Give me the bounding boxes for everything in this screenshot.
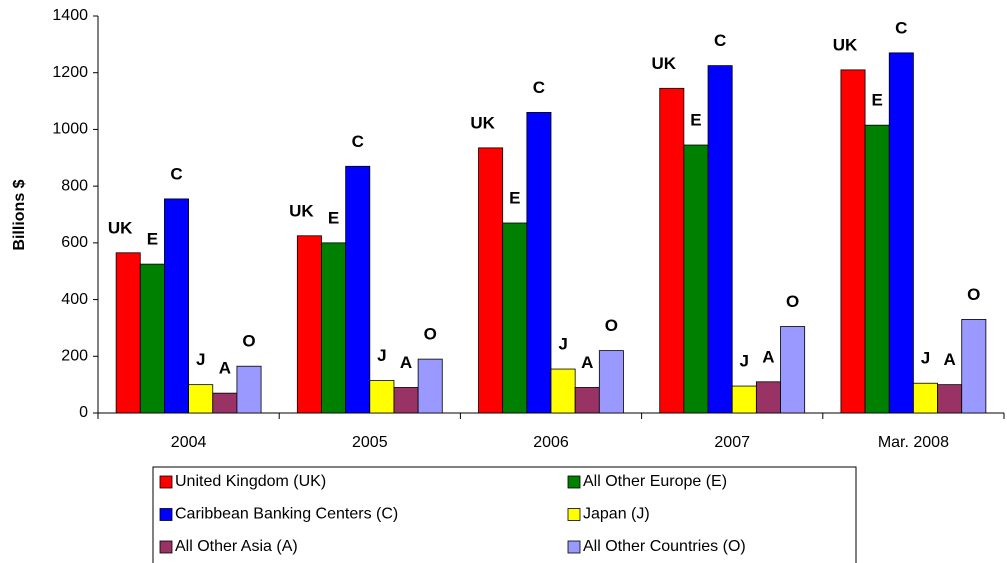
legend-swatch: [159, 540, 173, 554]
legend-swatch: [567, 508, 581, 521]
bar: [393, 387, 419, 414]
x-tick-label: 2006: [533, 434, 569, 451]
legend-swatch: [159, 475, 173, 489]
bar: [913, 382, 938, 414]
bar: [369, 379, 395, 414]
legend-label: United Kingdom (UK): [175, 473, 326, 490]
data-label: J: [740, 352, 749, 371]
legend-label: All Other Europe (E): [583, 473, 727, 490]
legend-swatch: [567, 475, 581, 489]
y-tick-label: 200: [61, 348, 88, 365]
data-label: UK: [470, 113, 495, 132]
data-label: C: [170, 164, 182, 183]
y-tick-label: 0: [79, 404, 88, 421]
legend-label: All Other Countries (O): [583, 538, 746, 555]
bar: [236, 365, 262, 414]
x-tick-label: Mar. 2008: [878, 434, 949, 451]
x-tick-label: 2005: [352, 434, 388, 451]
bar: [888, 52, 914, 414]
bar: [526, 112, 552, 414]
legend-swatch: [567, 540, 581, 554]
y-tick-label: 1400: [52, 7, 88, 24]
bar: [139, 263, 165, 414]
bar: [164, 198, 190, 414]
data-label: E: [328, 208, 339, 227]
bar: [115, 252, 141, 414]
bar: [321, 242, 347, 414]
data-label: C: [533, 78, 545, 97]
legend-label: Japan (J): [583, 506, 650, 523]
data-label: A: [400, 353, 412, 372]
data-label: A: [762, 347, 774, 366]
bar: [550, 368, 576, 414]
data-label: UK: [833, 35, 858, 54]
data-label: A: [943, 350, 955, 369]
data-label: O: [605, 316, 618, 335]
legend-swatch: [159, 508, 173, 521]
data-label: UK: [289, 201, 314, 220]
bar: [659, 87, 685, 414]
bar: [345, 165, 371, 414]
bar: [212, 392, 238, 414]
data-label: O: [786, 292, 799, 311]
bar: [502, 222, 528, 414]
data-label: O: [242, 332, 255, 351]
y-axis-label: Billions $: [11, 179, 28, 250]
data-label: O: [424, 325, 437, 344]
bar: [683, 144, 709, 414]
legend-box: [152, 466, 857, 563]
data-label: A: [219, 359, 231, 378]
bar: [731, 385, 757, 414]
bar: [937, 384, 963, 414]
data-label: E: [147, 230, 158, 249]
bar: [707, 65, 733, 414]
data-label: E: [509, 188, 520, 207]
y-tick-label: 1200: [52, 64, 88, 81]
legend-label: All Other Asia (A): [175, 538, 298, 555]
bar: [296, 235, 322, 414]
data-label: C: [714, 31, 726, 50]
data-label: C: [352, 132, 364, 151]
data-label: E: [690, 111, 701, 130]
y-tick-label: 1000: [52, 121, 88, 138]
data-label: J: [921, 349, 930, 368]
bar: [417, 358, 443, 414]
bar: [478, 147, 504, 414]
data-label: J: [196, 350, 205, 369]
bar: [755, 381, 781, 414]
bar: [574, 387, 600, 414]
data-label: J: [377, 346, 386, 365]
data-label: J: [558, 335, 567, 354]
y-tick-label: 600: [61, 234, 88, 251]
data-label: UK: [108, 218, 133, 237]
data-label: O: [967, 285, 980, 304]
bar: [840, 69, 866, 414]
data-label: UK: [652, 54, 677, 73]
bar: [598, 350, 624, 414]
x-tick-label: 2004: [171, 434, 207, 451]
data-label: C: [895, 18, 907, 37]
y-tick-label: 400: [61, 291, 88, 308]
data-label: A: [581, 353, 593, 372]
bar: [780, 326, 806, 414]
bar: [864, 124, 890, 414]
bar: [188, 384, 214, 414]
data-label: E: [871, 91, 882, 110]
bar: [961, 319, 987, 414]
y-tick-label: 800: [61, 177, 88, 194]
legend-label: Caribbean Banking Centers (C): [175, 506, 398, 523]
x-tick-label: 2007: [714, 434, 750, 451]
